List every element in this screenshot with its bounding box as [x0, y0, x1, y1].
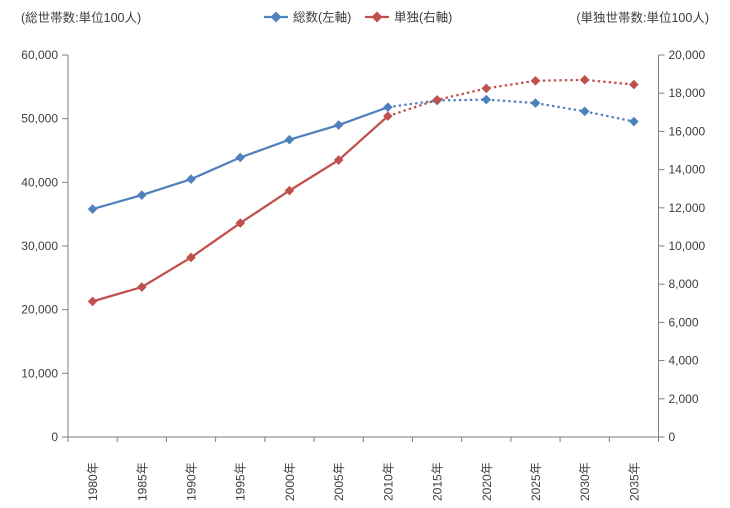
- x-axis-label: 1985年: [135, 462, 149, 501]
- x-axis-label: 2030年: [578, 462, 592, 501]
- left-axis-caption: (総世帯数:単位100人): [21, 10, 141, 25]
- x-axis-label: 2010年: [381, 462, 395, 501]
- data-point-marker: [186, 174, 196, 184]
- data-point-marker: [530, 75, 541, 86]
- x-axis-label: 2000年: [283, 462, 297, 501]
- series-line-projection: [387, 78, 635, 118]
- legend: 総数(左軸) 単独(右軸): [264, 10, 452, 25]
- right-axis-tick-label: 0: [669, 430, 676, 444]
- left-axis-tick-label: 0: [51, 430, 58, 444]
- single-series-diamond-icon: [371, 11, 383, 23]
- legend-item-total: 総数(左軸): [264, 10, 351, 25]
- data-point-marker: [383, 102, 393, 113]
- right-axis-tick-label: 20,000: [669, 48, 706, 62]
- data-point-marker: [333, 155, 344, 165]
- data-point-marker: [579, 106, 590, 117]
- data-point-marker: [383, 111, 393, 121]
- plot-area: 0 10,000 20,000 30,000 40,000 50,000 60,000 0 2,…: [21, 48, 705, 501]
- data-point-marker: [629, 116, 639, 127]
- data-point-marker: [284, 185, 295, 196]
- data-point-marker: [87, 296, 98, 307]
- x-axis-label: 2035年: [627, 462, 641, 501]
- right-axis-tick-label: 8,000: [669, 277, 699, 291]
- data-point-marker: [481, 83, 492, 94]
- right-axis-tick-label: 2,000: [669, 392, 699, 406]
- series-line-actual: [92, 115, 389, 303]
- data-point-marker: [235, 152, 246, 163]
- right-axis-tick-label: 12,000: [669, 201, 706, 215]
- left-axis-tick-label: 60,000: [21, 48, 58, 62]
- data-point-marker: [481, 94, 492, 105]
- x-axis-label: 1980年: [86, 462, 100, 501]
- right-axis-tick-label: 18,000: [669, 86, 706, 100]
- left-axis-tick-label: 30,000: [21, 239, 58, 253]
- x-axis-label: 2015年: [431, 462, 445, 501]
- data-point-marker: [137, 190, 147, 200]
- x-axis-label: 1990年: [185, 462, 199, 501]
- right-axis-caption: (単独世帯数:単位100人): [576, 10, 709, 25]
- right-axis-tick-label: 10,000: [669, 239, 706, 253]
- data-point-marker: [579, 75, 590, 85]
- x-axis-label: 2005年: [332, 462, 346, 501]
- left-axis-tick-label: 20,000: [21, 303, 58, 317]
- x-axis-label: 2025年: [529, 462, 543, 501]
- left-axis-tick-label: 10,000: [21, 366, 58, 380]
- data-point-marker: [186, 252, 196, 263]
- data-point-marker: [432, 95, 442, 105]
- data-point-marker: [284, 134, 295, 145]
- data-point-marker: [87, 204, 98, 214]
- legend-label-single: 単独(右軸): [394, 10, 452, 25]
- right-axis-tick-label: 16,000: [669, 124, 706, 138]
- total-series-diamond-icon: [270, 11, 282, 23]
- legend-item-single: 単独(右軸): [365, 10, 452, 25]
- left-axis-tick-label: 40,000: [21, 175, 58, 189]
- right-axis-tick-label: 14,000: [669, 163, 706, 177]
- right-axis-tick-label: 4,000: [669, 354, 699, 368]
- x-axis-label: 2020年: [480, 462, 494, 501]
- right-axis-tick-label: 6,000: [669, 315, 699, 329]
- axis-lines: [67, 55, 659, 438]
- data-point-marker: [333, 120, 344, 130]
- left-axis-tick-label: 50,000: [21, 112, 58, 126]
- data-point-marker: [530, 98, 541, 108]
- x-axis-label: 1995年: [234, 462, 248, 501]
- data-point-marker: [235, 218, 246, 228]
- legend-label-total: 総数(左軸): [293, 10, 351, 25]
- data-point-marker: [629, 79, 639, 90]
- data-point-marker: [137, 282, 147, 292]
